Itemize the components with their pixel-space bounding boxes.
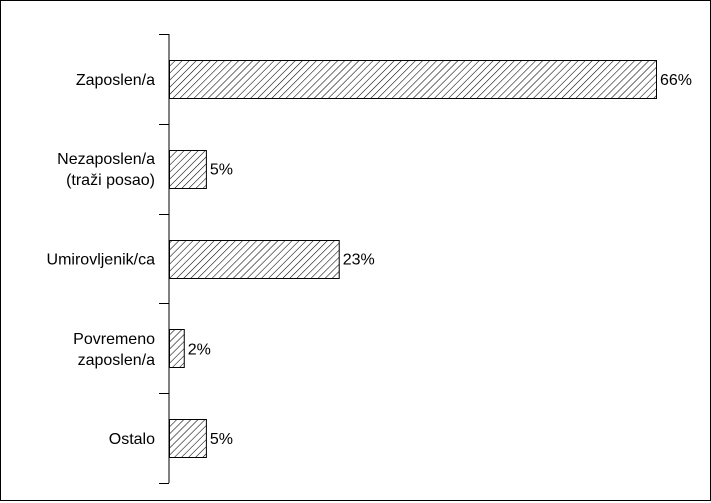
category-label-line: Povremeno bbox=[73, 331, 155, 348]
category-label-4: Povremeno zaposlen/a bbox=[73, 331, 155, 369]
bar-3 bbox=[169, 240, 340, 279]
category-label-line: zaposlen/a bbox=[78, 352, 155, 369]
category-label-line: (traži posao) bbox=[66, 172, 155, 189]
category-label-line: Nezaposlen/a bbox=[57, 151, 155, 168]
category-label-1: Zaposlen/a bbox=[76, 72, 155, 89]
category-label-5: Ostalo bbox=[109, 431, 155, 448]
data-label-1: 66% bbox=[660, 72, 692, 89]
category-label-line: Ostalo bbox=[109, 431, 155, 448]
bar-1 bbox=[169, 60, 657, 99]
data-label-3: 23% bbox=[343, 252, 375, 269]
category-label-line: Umirovljenik/ca bbox=[47, 252, 156, 269]
labels-group: 66% Zaposlen/a 5% Nezaposlen/a (traži posao)… bbox=[47, 72, 693, 448]
data-label-2: 5% bbox=[210, 162, 233, 179]
category-label-line: Zaposlen/a bbox=[76, 72, 155, 89]
bar-2 bbox=[169, 150, 207, 189]
category-axis bbox=[159, 34, 170, 484]
data-label-5: 5% bbox=[210, 431, 233, 448]
bars-group bbox=[169, 60, 657, 458]
bar-4 bbox=[169, 329, 185, 368]
category-label-3: Umirovljenik/ca bbox=[47, 252, 156, 269]
bar-5 bbox=[169, 419, 207, 458]
data-label-4: 2% bbox=[188, 341, 211, 358]
category-label-2: Nezaposlen/a (traži posao) bbox=[57, 151, 155, 189]
